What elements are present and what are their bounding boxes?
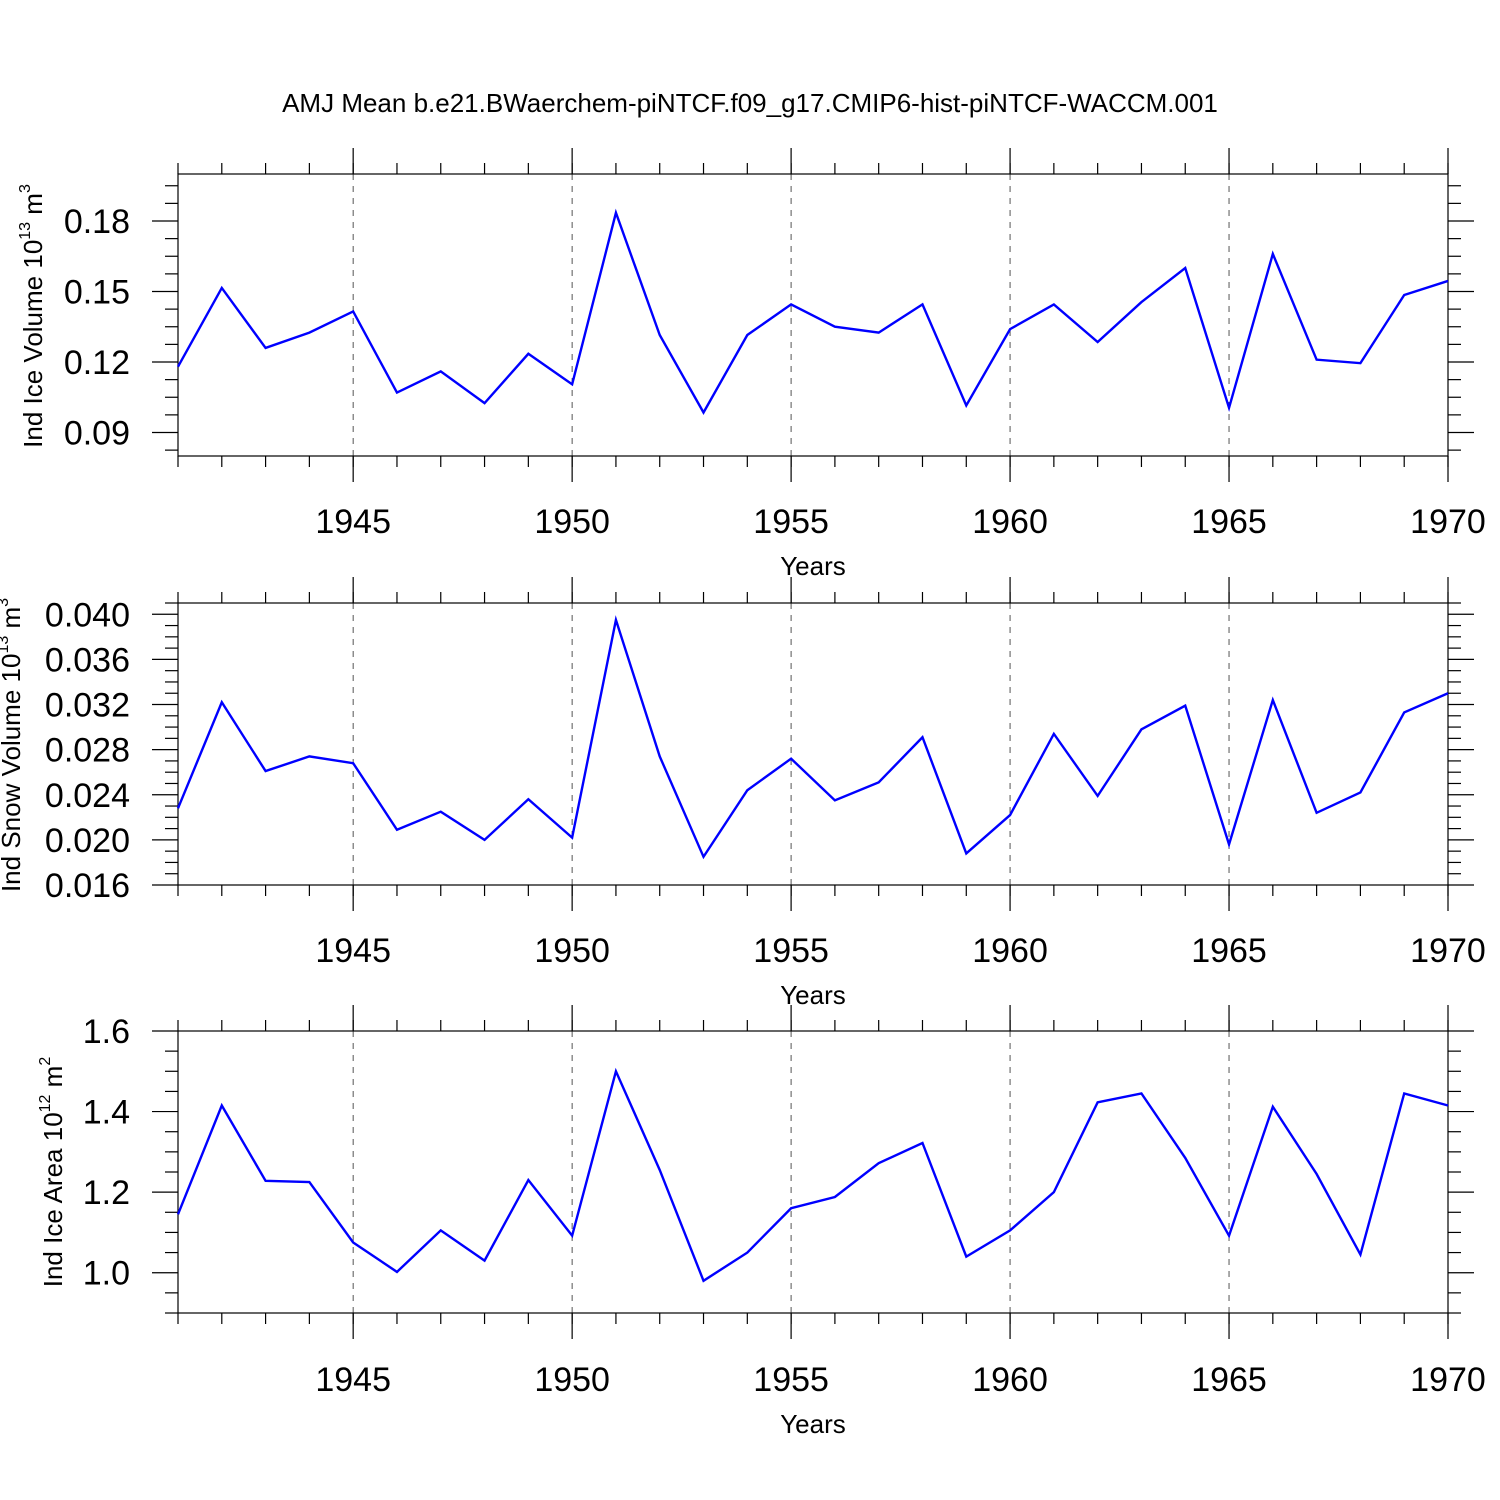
x-tick-label: 1945 <box>315 1361 391 1399</box>
y-tick-label: 0.024 <box>45 777 130 815</box>
x-tick-label: 1970 <box>1410 1361 1486 1399</box>
x-tick-label: 1950 <box>534 932 610 970</box>
y-tick-label: 0.12 <box>64 344 130 382</box>
chart-title: AMJ Mean b.e21.BWaerchem-piNTCF.f09_g17.… <box>282 88 1218 118</box>
x-tick-label: 1950 <box>534 503 610 541</box>
x-tick-label: 1965 <box>1191 932 1267 970</box>
series-line <box>176 208 1449 415</box>
y-tick-label: 0.020 <box>45 822 130 860</box>
x-tick-label: 1970 <box>1410 503 1486 541</box>
y-tick-label: 0.028 <box>45 732 130 770</box>
y-tick-label: 0.09 <box>64 415 130 453</box>
x-tick-label: 1960 <box>972 932 1048 970</box>
x-tick-label: 1955 <box>753 503 829 541</box>
x-tick-label: 1965 <box>1191 1361 1267 1399</box>
y-axis-label: Ind Snow Volume 1013 m3 <box>0 598 26 892</box>
y-tick-label: 1.4 <box>83 1094 130 1132</box>
x-tick-label: 1955 <box>753 932 829 970</box>
panel-snow-volume: 1945 1950 1955 1960 1965 1970 0.016 0.020 0.024 0… <box>0 577 1486 1010</box>
x-tick-label: 1960 <box>972 503 1048 541</box>
plot-frame <box>177 173 1449 457</box>
y-tick-label: 0.18 <box>64 203 130 241</box>
panel-ice-area: 1945 1950 1955 1960 1965 1970 1.0 1.2 1.4 1.6 Year… <box>37 1005 1486 1439</box>
y-tick-label: 1.6 <box>83 1013 130 1051</box>
plot-frame <box>177 1030 1449 1314</box>
x-tick-label: 1965 <box>1191 503 1267 541</box>
x-axis-label: Years <box>780 980 846 1010</box>
series-line <box>176 1067 1449 1283</box>
x-tick-label: 1955 <box>753 1361 829 1399</box>
y-tick-label: 0.032 <box>45 687 130 725</box>
x-tick-label: 1960 <box>972 1361 1048 1399</box>
series-line <box>176 615 1449 860</box>
y-axis-label: Ind Ice Area 1012 m2 <box>37 1057 68 1288</box>
x-tick-label: 1945 <box>315 503 391 541</box>
x-tick-label: 1950 <box>534 1361 610 1399</box>
x-axis-label: Years <box>780 551 846 581</box>
y-tick-label: 1.0 <box>83 1255 130 1293</box>
panel-ice-volume: 1945 1950 1955 1960 1965 1970 0.09 0.12 0.15 0.18… <box>17 148 1486 581</box>
y-tick-label: 0.15 <box>64 274 130 312</box>
y-tick-label: 0.040 <box>45 596 130 634</box>
y-tick-label: 0.016 <box>45 867 130 905</box>
y-tick-label: 0.036 <box>45 641 130 679</box>
x-axis-label: Years <box>780 1409 846 1439</box>
y-axis-label: Ind Ice Volume 1013 m3 <box>17 184 48 448</box>
x-tick-label: 1970 <box>1410 932 1486 970</box>
x-tick-label: 1945 <box>315 932 391 970</box>
plot-frame <box>177 602 1449 886</box>
y-tick-label: 1.2 <box>83 1174 130 1212</box>
